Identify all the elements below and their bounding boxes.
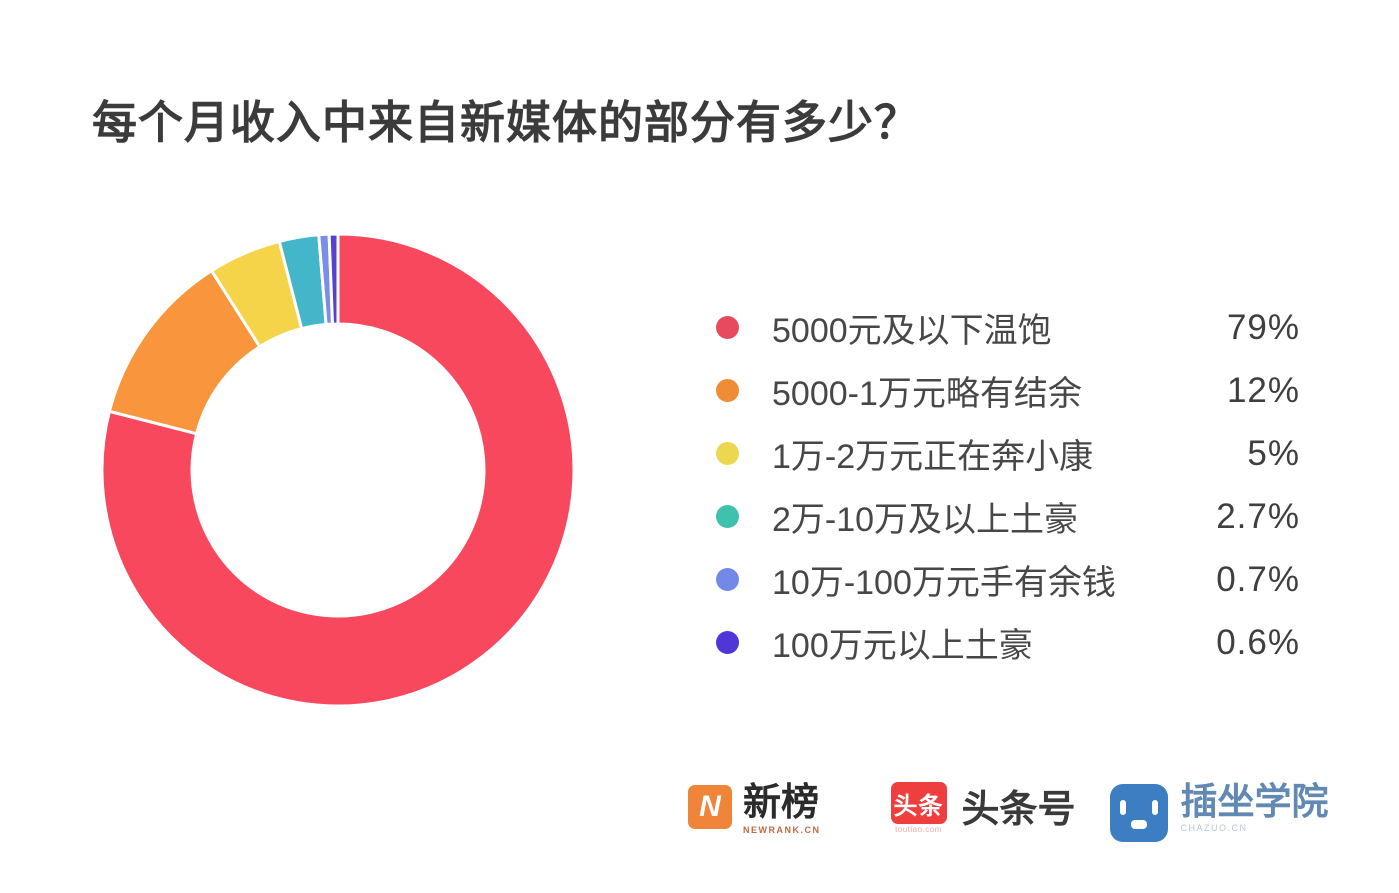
newrank-subtext: NEWRANK.CN: [743, 825, 821, 835]
legend-dot-icon: [716, 631, 739, 654]
newrank-name: 新榜: [743, 782, 820, 824]
toutiao-logo: 头条 toutiao.com 头条号: [890, 782, 1076, 838]
chart-legend: 5000元及以下温饱 79% 5000-1万元略有结余 12% 1万-2万元正在…: [704, 296, 1300, 674]
legend-dot-icon: [716, 379, 739, 402]
donut-chart-container: [100, 232, 576, 708]
legend-value: 79%: [1226, 307, 1300, 347]
legend-dot-icon: [716, 442, 739, 465]
toutiao-name: 头条号: [961, 789, 1076, 831]
chazuo-name: 插坐学院: [1180, 781, 1329, 822]
legend-item: 5000-1万元略有结余 12%: [704, 359, 1300, 422]
chazuo-subtext: CHAZUO.CN: [1180, 823, 1248, 833]
toutiao-icon: 头条: [890, 782, 947, 824]
legend-value: 2.7%: [1216, 496, 1300, 536]
legend-label: 5000-1万元略有结余: [772, 375, 1082, 413]
legend-value: 12%: [1226, 370, 1300, 410]
newrank-icon: N: [688, 785, 732, 829]
legend-dot-icon: [716, 316, 739, 339]
legend-label: 100万元以上土豪: [772, 627, 1033, 665]
chazuo-eye-icon: [1119, 800, 1126, 815]
chart-title: 每个月收入中来自新媒体的部分有多少？: [92, 97, 921, 148]
legend-label: 1万-2万元正在奔小康: [772, 438, 1094, 476]
legend-value: 5%: [1247, 433, 1300, 473]
legend-value: 0.7%: [1216, 559, 1300, 599]
donut-slice: [100, 232, 576, 708]
legend-item: 1万-2万元正在奔小康 5%: [704, 422, 1300, 485]
legend-item: 10万-100万元手有余钱 0.7%: [704, 548, 1300, 611]
donut-chart: [100, 232, 576, 708]
chazuo-eye-icon: [1151, 800, 1158, 815]
legend-item: 2万-10万及以上土豪 2.7%: [704, 485, 1300, 548]
newrank-logo: N 新榜 NEWRANK.CN: [688, 782, 821, 835]
legend-dot-icon: [716, 568, 739, 591]
legend-label: 2万-10万及以上土豪: [772, 501, 1079, 539]
legend-label: 10万-100万元手有余钱: [772, 564, 1116, 602]
legend-value: 0.6%: [1216, 622, 1300, 662]
legend-item: 100万元以上土豪 0.6%: [704, 611, 1300, 674]
donut-slice: [327, 232, 340, 326]
toutiao-icon-subtext: toutiao.com: [895, 825, 942, 834]
legend-dot-icon: [716, 505, 739, 528]
footer-logos: N 新榜 NEWRANK.CN 头条 toutiao.com 头条号 插坐学院 …: [688, 782, 1329, 842]
legend-item: 5000元及以下温饱 79%: [704, 296, 1300, 359]
chazuo-logo: 插坐学院 CHAZUO.CN: [1109, 781, 1329, 842]
chazuo-face-icon: [1109, 784, 1168, 842]
legend-label: 5000元及以下温饱: [772, 312, 1052, 350]
chazuo-mouth-icon: [1130, 820, 1147, 829]
